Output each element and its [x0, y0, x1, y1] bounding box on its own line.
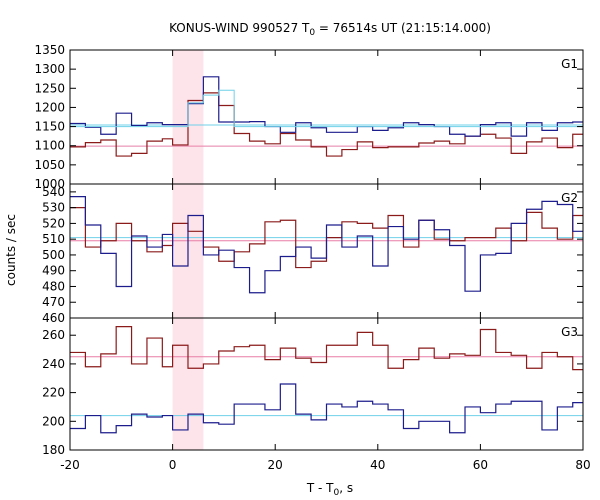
x-tick-label: 20	[268, 458, 283, 472]
x-tick-label: -20	[60, 458, 80, 472]
chart-title: KONUS-WIND 990527 T0 = 76514s UT (21:15:…	[169, 21, 491, 38]
chart-title-rest: = 76514s UT (21:15:14.000)	[315, 21, 491, 35]
y-tick-label: 540	[42, 185, 65, 199]
y-tick-label: 1000	[34, 177, 65, 191]
y-tick-label: 1250	[34, 81, 65, 95]
series-blue-series	[70, 196, 583, 294]
y-tick-label: 1050	[34, 158, 65, 172]
x-axis-label: T - T0, s	[306, 481, 353, 498]
series-red-series	[70, 326, 583, 371]
y-tick-label: 480	[42, 279, 65, 293]
y-tick-label: 520	[42, 216, 65, 230]
y-tick-label: 1150	[34, 120, 65, 134]
x-axis-label-main: T - T	[306, 481, 334, 495]
panel-g1: 1000 1050 1100 1150 1200 1250 1300 1350 G1	[34, 43, 584, 191]
y-tick-label: 240	[42, 357, 65, 371]
chart-title-sub: 0	[309, 28, 315, 38]
series-red-series	[70, 207, 583, 269]
x-axis-label-rest: , s	[339, 481, 353, 495]
y-tick-label: 260	[42, 328, 65, 342]
series-red-series	[70, 92, 583, 157]
y-tick-label: 220	[42, 386, 65, 400]
y-tick-label: 530	[42, 201, 65, 215]
y-tick-label: 200	[42, 414, 65, 428]
y-tick-label: 470	[42, 295, 65, 309]
series-fine-series	[70, 89, 583, 128]
series-blue-series	[70, 76, 583, 137]
y-tick-label: 1100	[34, 139, 65, 153]
x-tick-label: 60	[473, 458, 488, 472]
x-tick-label: 80	[575, 458, 590, 472]
panel-label: G3	[561, 325, 578, 339]
y-tick-label: 1300	[34, 62, 65, 76]
y-tick-label: 490	[42, 264, 65, 278]
panel-label: G1	[561, 57, 578, 71]
series-blue-series	[70, 383, 583, 434]
y-tick-label: 1350	[34, 43, 65, 57]
y-tick-label: 180	[42, 443, 65, 457]
y-axis-label: counts / sec	[4, 214, 18, 286]
panel-frame	[69, 317, 584, 451]
panels-group: 1000 1050 1100 1150 1200 1250 1300 1350 G1 460 470…	[34, 43, 590, 472]
y-tick-label: 1200	[34, 100, 65, 114]
x-tick-label: 40	[370, 458, 385, 472]
chart-title-main: KONUS-WIND 990527 T	[169, 21, 310, 35]
panel-g3: 180 200 220 240 260 G3	[42, 317, 584, 457]
y-tick-label: 500	[42, 248, 65, 262]
panel-frame	[69, 49, 584, 185]
panel-label: G2	[561, 191, 578, 205]
x-tick-label: 0	[169, 458, 177, 472]
y-tick-label: 510	[42, 232, 65, 246]
y-tick-label: 460	[42, 311, 65, 325]
x-axis-label-sub: 0	[334, 488, 340, 498]
